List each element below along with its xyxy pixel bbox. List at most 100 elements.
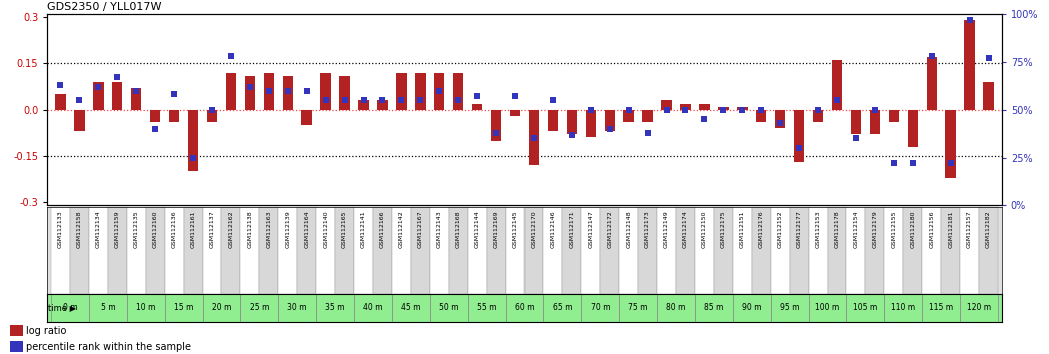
Bar [964, 20, 975, 110]
Bar [263, 73, 274, 110]
Bar [10, 341, 23, 353]
Bar [884, 294, 922, 322]
Text: GSM112181: GSM112181 [948, 211, 954, 248]
Bar [392, 207, 411, 294]
Bar [89, 294, 127, 322]
Bar [51, 207, 70, 294]
Point [829, 97, 845, 103]
Point [601, 126, 618, 132]
Bar [487, 207, 506, 294]
Bar [108, 207, 127, 294]
Text: GSM112150: GSM112150 [702, 211, 707, 248]
Bar [960, 207, 979, 294]
Point [526, 136, 542, 141]
Bar [278, 207, 297, 294]
Text: 60 m: 60 m [515, 303, 534, 313]
Bar [392, 294, 430, 322]
Bar [259, 207, 278, 294]
Text: 20 m: 20 m [212, 303, 231, 313]
Bar [756, 110, 767, 122]
Bar [809, 294, 847, 322]
Point [374, 97, 391, 103]
Bar [794, 110, 805, 162]
Bar [752, 207, 771, 294]
Text: 5 m: 5 m [101, 303, 115, 313]
Bar [733, 207, 752, 294]
Text: GSM112176: GSM112176 [758, 211, 764, 248]
Bar [240, 294, 278, 322]
Bar [907, 110, 918, 147]
Bar [771, 207, 790, 294]
Bar [51, 294, 89, 322]
Point [185, 155, 201, 160]
Bar [524, 207, 543, 294]
Text: GSM112146: GSM112146 [551, 211, 555, 248]
Text: GSM112160: GSM112160 [153, 211, 157, 248]
Bar [543, 294, 581, 322]
Text: GSM112166: GSM112166 [380, 211, 385, 248]
Bar [146, 207, 165, 294]
Text: 40 m: 40 m [363, 303, 383, 313]
Point [885, 160, 902, 166]
Bar [562, 207, 581, 294]
Bar [903, 207, 922, 294]
Bar [221, 207, 240, 294]
Text: 120 m: 120 m [967, 303, 991, 313]
Text: 75 m: 75 m [628, 303, 648, 313]
Point [658, 107, 675, 113]
Point [109, 74, 126, 80]
Bar [468, 207, 487, 294]
Bar [411, 207, 430, 294]
Text: 50 m: 50 m [438, 303, 458, 313]
Text: GSM112182: GSM112182 [986, 211, 991, 248]
Bar [813, 110, 823, 122]
Bar [430, 294, 468, 322]
Point [734, 107, 751, 113]
Text: 110 m: 110 m [892, 303, 916, 313]
Bar [491, 110, 501, 141]
Bar [207, 110, 217, 122]
Bar [657, 294, 694, 322]
Bar [694, 294, 733, 322]
Text: 15 m: 15 m [174, 303, 193, 313]
Bar [127, 207, 146, 294]
Text: 90 m: 90 m [742, 303, 762, 313]
Bar [188, 110, 198, 171]
Point [810, 107, 827, 113]
Text: GSM112139: GSM112139 [285, 211, 291, 248]
Point [961, 17, 978, 23]
Text: log ratio: log ratio [26, 326, 66, 336]
Text: 45 m: 45 m [401, 303, 421, 313]
Text: GSM112179: GSM112179 [873, 211, 877, 248]
Text: GSM112171: GSM112171 [570, 211, 575, 248]
Text: GSM112165: GSM112165 [342, 211, 347, 248]
Text: 65 m: 65 m [553, 303, 572, 313]
Bar [397, 73, 407, 110]
Bar [10, 325, 23, 336]
Point [147, 126, 164, 132]
Text: GSM112164: GSM112164 [304, 211, 309, 248]
Bar [184, 207, 202, 294]
Text: GSM112142: GSM112142 [399, 211, 404, 248]
Bar [320, 73, 330, 110]
Text: GSM112174: GSM112174 [683, 211, 688, 248]
Bar [316, 294, 354, 322]
Point [317, 97, 334, 103]
Bar [316, 207, 335, 294]
Point [753, 107, 770, 113]
Text: GSM112169: GSM112169 [494, 211, 498, 248]
Text: GSM112141: GSM112141 [361, 211, 366, 248]
Bar [585, 110, 596, 137]
Bar [169, 110, 179, 122]
Point [222, 53, 239, 59]
Text: 10 m: 10 m [136, 303, 155, 313]
Point [356, 97, 372, 103]
Text: GSM112162: GSM112162 [229, 211, 234, 248]
Point [298, 88, 315, 93]
Bar [202, 207, 221, 294]
Bar [828, 207, 847, 294]
Bar [89, 207, 108, 294]
Bar [847, 207, 865, 294]
Text: GSM112148: GSM112148 [626, 211, 631, 248]
Text: GSM112154: GSM112154 [854, 211, 858, 248]
